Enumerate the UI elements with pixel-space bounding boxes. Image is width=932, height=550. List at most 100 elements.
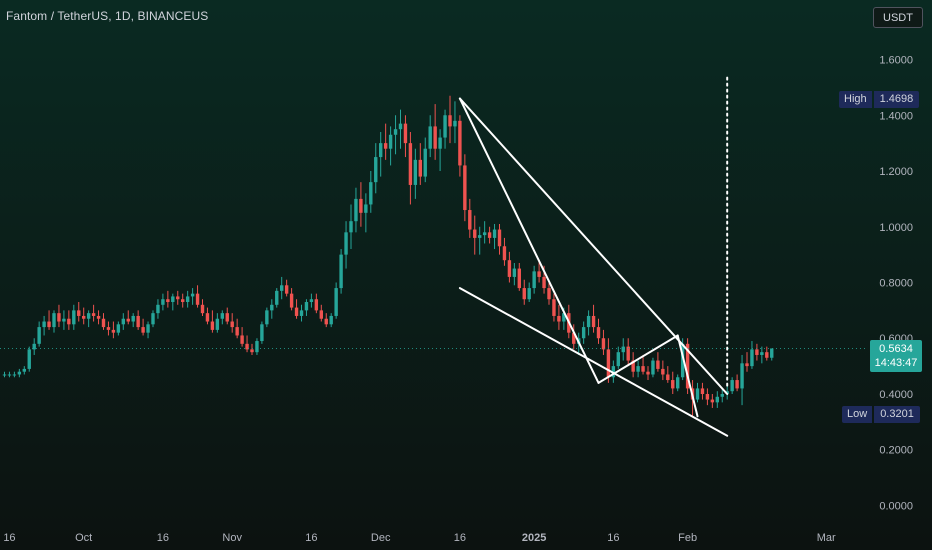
candle-body bbox=[106, 327, 111, 330]
candle-body bbox=[190, 293, 195, 297]
candle-body bbox=[522, 288, 526, 300]
symbol-title[interactable]: Fantom / TetherUS, 1D, BINANCEUS bbox=[6, 9, 209, 23]
candle-body bbox=[116, 324, 121, 333]
candle-body bbox=[260, 324, 264, 342]
candle-body bbox=[379, 143, 383, 158]
candle-body bbox=[136, 315, 140, 328]
candle-body bbox=[458, 120, 462, 166]
candle-body bbox=[52, 313, 56, 328]
low-marker: Low 0.3201 bbox=[842, 406, 920, 423]
candle-body bbox=[146, 324, 150, 333]
candle-body bbox=[656, 360, 660, 369]
candle-body bbox=[433, 126, 437, 149]
candle-body bbox=[151, 313, 155, 325]
candle-body bbox=[171, 296, 175, 303]
candle-body bbox=[735, 380, 739, 389]
candle-body bbox=[280, 285, 284, 291]
candle-body bbox=[210, 321, 215, 330]
candle-body bbox=[473, 229, 477, 238]
currency-button[interactable]: USDT bbox=[873, 7, 923, 28]
upper-trendline[interactable] bbox=[458, 97, 729, 395]
candle-body bbox=[755, 349, 759, 355]
candle-body bbox=[161, 299, 165, 305]
candle-body bbox=[720, 393, 724, 397]
y-tick-label: 1.4000 bbox=[879, 110, 913, 122]
candle-body bbox=[750, 349, 754, 367]
y-tick-label: 0.2000 bbox=[879, 445, 913, 457]
candle-body bbox=[319, 310, 323, 319]
candles-layer bbox=[2, 95, 774, 417]
candle-body bbox=[32, 343, 36, 350]
candle-body bbox=[492, 229, 497, 238]
candle-body bbox=[388, 134, 393, 149]
candle-body bbox=[502, 246, 507, 261]
time-axis[interactable]: 16 Oct 16 Nov 16 Dec 16 2025 16 Feb Mar bbox=[3, 532, 836, 544]
candle-body bbox=[181, 299, 185, 303]
candle-body bbox=[631, 360, 635, 372]
candle-body bbox=[72, 310, 76, 325]
candle-body bbox=[765, 352, 769, 358]
candle-body bbox=[235, 327, 239, 336]
candle-body bbox=[374, 157, 378, 183]
candle-body bbox=[324, 318, 328, 325]
candle-body bbox=[57, 313, 61, 322]
candle-body bbox=[275, 290, 279, 305]
candle-body bbox=[314, 299, 319, 311]
zigzag-1[interactable] bbox=[597, 334, 679, 384]
inner-trendline[interactable] bbox=[458, 97, 600, 384]
candle-body bbox=[745, 363, 749, 367]
candle-body bbox=[606, 349, 611, 378]
candle-body bbox=[770, 348, 774, 358]
candle-body bbox=[428, 126, 432, 149]
last-price-tag: 0.5634 14:43:47 bbox=[870, 340, 922, 372]
candle-body bbox=[468, 210, 472, 230]
y-tick-label: 1.6000 bbox=[879, 55, 913, 67]
candle-body bbox=[413, 159, 418, 185]
price-axis[interactable]: 1.60001.40001.20001.00000.80000.60000.40… bbox=[879, 55, 913, 513]
candle-body bbox=[354, 198, 358, 222]
low-value: 0.3201 bbox=[874, 406, 920, 423]
candle-body bbox=[369, 182, 373, 205]
x-tick-label: 16 bbox=[454, 532, 466, 544]
candle-body bbox=[7, 374, 12, 376]
candle-body bbox=[37, 327, 41, 344]
candle-body bbox=[651, 360, 655, 375]
x-tick-label: 16 bbox=[3, 532, 15, 544]
y-tick-label: 0.4000 bbox=[879, 389, 913, 401]
candle-body bbox=[482, 232, 487, 236]
candle-body bbox=[478, 235, 482, 238]
lower-trendline[interactable] bbox=[458, 287, 729, 437]
candle-body bbox=[685, 343, 690, 389]
candle-body bbox=[156, 304, 160, 314]
last-price-value: 0.5634 bbox=[879, 343, 913, 355]
candle-body bbox=[591, 315, 596, 328]
candle-body bbox=[581, 327, 586, 339]
candle-body bbox=[398, 123, 403, 130]
candle-body bbox=[185, 296, 190, 303]
candle-body bbox=[616, 352, 620, 367]
candle-body bbox=[101, 318, 106, 328]
candle-body bbox=[646, 371, 650, 375]
candle-body bbox=[517, 268, 521, 289]
candle-body bbox=[205, 313, 210, 322]
trendline-drawings[interactable] bbox=[458, 75, 729, 437]
x-tick-label: 16 bbox=[305, 532, 317, 544]
zigzag-2[interactable] bbox=[676, 334, 699, 418]
x-tick-label: 16 bbox=[157, 532, 169, 544]
candle-body bbox=[265, 310, 269, 325]
candle-body bbox=[91, 313, 96, 316]
candle-body bbox=[626, 346, 630, 361]
candle-body bbox=[562, 313, 566, 322]
candle-body bbox=[96, 315, 101, 319]
candle-body bbox=[715, 396, 719, 403]
candle-body bbox=[661, 368, 665, 375]
candle-body bbox=[141, 327, 145, 333]
x-tick-label: Feb bbox=[678, 532, 697, 544]
candle-body bbox=[245, 343, 249, 350]
candle-body bbox=[448, 115, 452, 127]
candle-body bbox=[680, 343, 685, 378]
bar-countdown: 14:43:47 bbox=[874, 357, 918, 369]
candle-body bbox=[487, 232, 492, 238]
